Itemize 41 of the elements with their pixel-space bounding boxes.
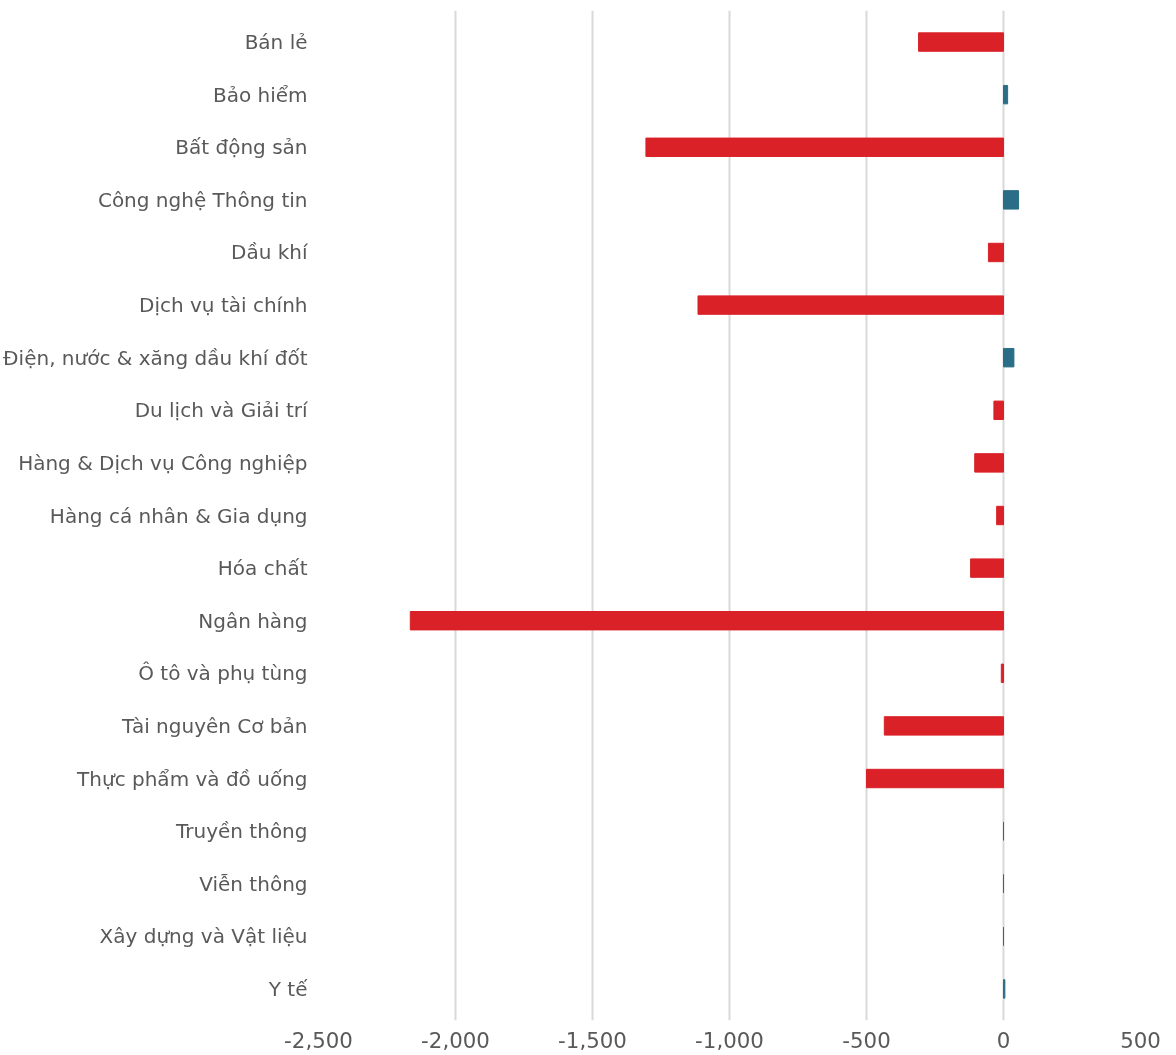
bar [987, 242, 1004, 263]
y-tick-label: Tài nguyên Cơ bản [121, 713, 308, 738]
y-tick-label: Hóa chất [217, 556, 308, 581]
x-tick-label: -2,500 [284, 1027, 353, 1053]
bar [918, 32, 1004, 52]
y-tick-label: Thực phẩm và đồ uống [76, 766, 308, 791]
y-tick-label: Công nghệ Thông tin [97, 187, 308, 212]
y-tick-label: Y tế [267, 976, 309, 1001]
bar [866, 768, 1004, 789]
y-tick-label: Dầu khí [231, 240, 309, 265]
bar [1003, 84, 1009, 105]
y-tick-label: Truyền thông [175, 819, 308, 844]
y-tick-label: Xây dựng và Vật liệu [99, 924, 308, 949]
bar [1003, 347, 1015, 368]
x-tick-label: -1,500 [558, 1027, 627, 1053]
bar [974, 453, 1004, 473]
bar [970, 558, 1004, 578]
bar [993, 400, 1004, 420]
y-tick-label: Bất động sản [175, 135, 308, 160]
y-tick-label: Viễn thông [199, 871, 308, 896]
y-tick-label: Dịch vụ tài chính [139, 293, 308, 318]
y-tick-label: Ngân hàng [198, 608, 308, 633]
y-tick-label: Hàng cá nhân & Gia dụng [49, 503, 308, 528]
y-tick-label: Du lịch và Giải trí [134, 398, 309, 423]
bar [697, 295, 1004, 315]
y-tick-label: Hàng & Dịch vụ Công nghiệp [18, 450, 308, 475]
x-tick-label: -1,000 [695, 1027, 764, 1053]
bar [996, 505, 1004, 526]
x-tick-label: -500 [842, 1027, 891, 1053]
y-tick-label: Bảo hiểm [212, 82, 308, 107]
y-tick-label: Điện, nước & xăng dầu khí đốt [3, 345, 308, 370]
bar [1003, 190, 1020, 210]
y-tick-label: Ô tô và phụ tùng [138, 661, 308, 686]
x-tick-label: 0 [996, 1027, 1011, 1053]
x-tick-label: 500 [1120, 1027, 1161, 1053]
y-tick-label: Bán lẻ [244, 30, 308, 55]
bar [409, 611, 1004, 631]
bar [883, 716, 1004, 736]
bar [645, 137, 1004, 157]
x-tick-label: -2,000 [421, 1027, 490, 1053]
bar [1000, 663, 1004, 684]
